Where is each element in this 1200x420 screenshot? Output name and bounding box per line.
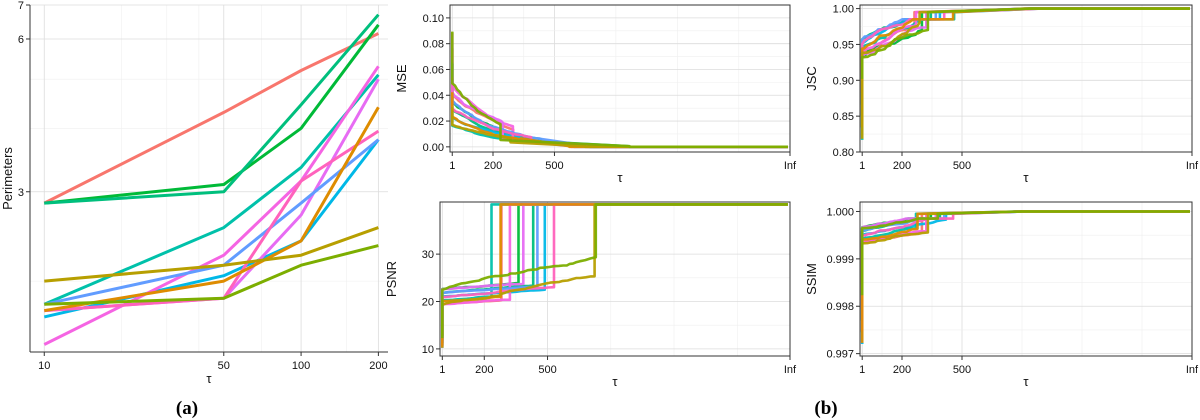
plot-frame — [859, 201, 1193, 357]
series-line — [44, 226, 379, 283]
x-tick-label: 200 — [893, 160, 911, 172]
x-tick-label: 500 — [538, 364, 556, 376]
x-tick-label: 1 — [859, 364, 865, 376]
series-line — [44, 129, 380, 313]
series-line — [860, 7, 1190, 79]
series-line — [860, 210, 1190, 332]
y-tick-label: 0.08 — [423, 39, 444, 51]
x-axis-title: τ — [206, 371, 212, 386]
y-tick-label: 0.06 — [423, 64, 444, 76]
x-tick-label: 500 — [953, 364, 971, 376]
y-tick-label: 0.85 — [833, 111, 854, 123]
series-line — [451, 31, 788, 149]
y-tick-label: 0.04 — [423, 90, 444, 102]
series-line — [43, 32, 380, 205]
series-line — [441, 203, 788, 339]
series-line — [44, 244, 379, 306]
series-line — [441, 203, 788, 336]
x-tick-label: 1 — [439, 364, 445, 376]
series-line — [441, 203, 788, 346]
jsc-chart: 1 200 500 Inf 0.80 0.85 0.90 0.95 1.00 τ JSC — [804, 4, 1199, 185]
y-tick-label: 10 — [422, 344, 434, 356]
y-tick-label: 1.00 — [833, 4, 854, 16]
y-tick-label: 7 — [18, 0, 24, 12]
y-tick-label: 1.000 — [826, 206, 854, 218]
series-line — [860, 210, 1190, 296]
series-line — [860, 7, 1190, 127]
x-tick-label: 200 — [484, 160, 502, 172]
y-tick-label: 0.999 — [826, 254, 854, 266]
y-tick-label: 0.02 — [423, 116, 444, 128]
x-axis-title: τ — [1023, 374, 1029, 389]
y-tick-label: 0.80 — [833, 147, 854, 159]
y-tick-label: 0.998 — [826, 301, 854, 313]
x-tick-label: 500 — [545, 160, 563, 172]
perimeters-chart: 10 50 100 200 3 6 7 τ Perimeters — [0, 0, 388, 386]
y-tick-label: 30 — [422, 249, 434, 261]
ssim-chart: 1 200 500 Inf 0.997 0.998 0.999 1.000 τ SSIM — [804, 201, 1199, 389]
series-line — [451, 92, 788, 149]
series-line — [451, 77, 788, 149]
x-tick-label: Inf — [784, 160, 797, 172]
x-tick-label: 1 — [859, 160, 865, 172]
panel-label-a: (a) — [176, 398, 198, 419]
series-line — [860, 210, 1190, 284]
series-line — [44, 23, 380, 205]
series-line — [860, 7, 1190, 80]
y-tick-label: 0.90 — [833, 75, 854, 87]
x-tick-label: Inf — [1186, 364, 1199, 376]
y-axis-title: PSNR — [384, 261, 399, 297]
y-tick-label: 0.997 — [826, 349, 854, 361]
y-axis-title: Perimeters — [0, 147, 15, 210]
series-line — [441, 203, 788, 341]
plot-frame — [449, 4, 791, 153]
y-axis-title: JSC — [804, 66, 819, 91]
y-tick-label: 6 — [18, 34, 24, 46]
x-tick-label: 1 — [449, 160, 455, 172]
x-tick-label: 200 — [893, 364, 911, 376]
y-tick-label: 3 — [18, 187, 24, 199]
x-tick-label: Inf — [784, 364, 797, 376]
series-line — [441, 203, 788, 339]
x-tick-label: 200 — [475, 364, 493, 376]
x-tick-label: 10 — [38, 360, 50, 372]
x-axis-title: τ — [1023, 170, 1029, 185]
x-tick-label: 500 — [953, 160, 971, 172]
psnr-chart: 1 200 500 Inf 10 20 30 τ PSNR — [384, 201, 797, 389]
series-line — [860, 7, 1190, 139]
series-line — [860, 210, 1190, 343]
y-tick-label: 0.00 — [423, 142, 444, 154]
y-axis-title: MSE — [394, 64, 409, 93]
x-tick-label: 50 — [218, 360, 230, 372]
x-tick-label: 200 — [369, 360, 387, 372]
x-tick-label: Inf — [1186, 160, 1199, 172]
y-tick-label: 20 — [422, 297, 434, 309]
plot-frame — [439, 201, 791, 357]
mse-chart: 1 200 500 Inf 0.00 0.02 0.04 0.06 0.08 0.10 τ MSE — [394, 4, 797, 185]
x-axis-title: τ — [612, 374, 618, 389]
x-tick-label: 100 — [292, 360, 310, 372]
panel-label-b: (b) — [814, 398, 837, 419]
y-tick-label: 0.10 — [423, 13, 444, 25]
series-line — [451, 107, 788, 149]
plot-frame — [859, 4, 1193, 153]
series-line — [451, 62, 788, 149]
series-line — [44, 13, 380, 205]
y-tick-label: 0.95 — [833, 39, 854, 51]
x-axis-title: τ — [617, 170, 623, 185]
y-axis-title: SSIM — [804, 263, 819, 295]
plot-area — [440, 202, 790, 356]
